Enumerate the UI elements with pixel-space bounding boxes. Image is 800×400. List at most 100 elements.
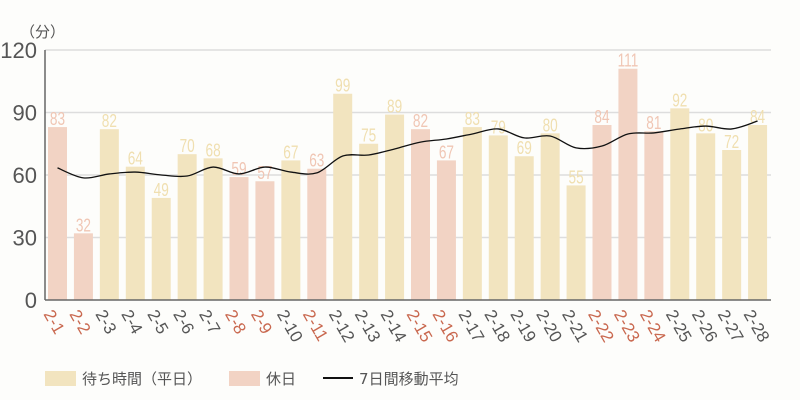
bar-value-label: 99 bbox=[335, 76, 350, 97]
bar bbox=[385, 114, 405, 300]
x-tick-label: 2-19 bbox=[506, 307, 539, 346]
bar-value-label: 92 bbox=[672, 90, 687, 111]
bar-value-label: 83 bbox=[50, 109, 65, 130]
bar-value-label: 67 bbox=[439, 142, 454, 163]
bar bbox=[333, 93, 353, 300]
legend-item-moving-average: 7日間移動平均 bbox=[323, 368, 459, 389]
x-tick-label: 2-21 bbox=[558, 307, 591, 346]
bar bbox=[281, 160, 301, 300]
bar-value-label: 81 bbox=[646, 113, 661, 134]
bar-value-label: 70 bbox=[180, 136, 195, 157]
bar-value-label: 79 bbox=[491, 117, 506, 138]
x-tick-label: 2-3 bbox=[92, 307, 121, 338]
x-tick-label: 2-5 bbox=[143, 307, 172, 338]
bar bbox=[99, 129, 119, 300]
bar-value-label: 72 bbox=[724, 132, 739, 153]
x-tick-label: 2-7 bbox=[195, 307, 224, 338]
x-tick-label: 2-8 bbox=[221, 307, 250, 338]
bar bbox=[229, 177, 249, 300]
moving-average-line bbox=[57, 120, 758, 179]
x-tick-label: 2-10 bbox=[273, 307, 306, 346]
bar-value-label: 80 bbox=[543, 115, 558, 136]
x-tick-label: 2-15 bbox=[403, 307, 436, 346]
bar-value-label: 111 bbox=[618, 51, 639, 72]
bar-value-label: 67 bbox=[283, 142, 298, 163]
bar-value-labels: 83 32 82 64 49 70 68 59 57 67 63 99 75 89 82 67 83 79 69 80… bbox=[50, 51, 765, 236]
legend-label-holiday: 休日 bbox=[266, 369, 297, 388]
bar bbox=[177, 154, 197, 300]
bar bbox=[670, 108, 690, 300]
bar-value-label: 49 bbox=[154, 180, 169, 201]
bar bbox=[411, 129, 430, 300]
bar bbox=[462, 127, 482, 300]
y-tick-label: 30 bbox=[13, 226, 37, 251]
bar bbox=[592, 125, 612, 300]
y-tick-label: 0 bbox=[25, 288, 37, 313]
x-tick-label: 2-28 bbox=[740, 307, 773, 346]
bar-value-label: 84 bbox=[750, 107, 765, 128]
bar-value-label: 84 bbox=[594, 107, 609, 128]
bar bbox=[644, 131, 664, 300]
bar-value-label: 32 bbox=[76, 215, 91, 236]
bar bbox=[514, 156, 534, 300]
bar-value-label: 68 bbox=[206, 140, 221, 161]
legend-item-holiday: 休日 bbox=[229, 368, 296, 389]
x-tick-label: 2-16 bbox=[429, 307, 462, 346]
bar-value-label: 63 bbox=[309, 151, 324, 172]
axes bbox=[44, 50, 771, 301]
weekday-swatch bbox=[45, 370, 76, 386]
bar-value-label: 75 bbox=[361, 126, 376, 147]
bar bbox=[73, 233, 93, 300]
x-tick-label: 2-9 bbox=[247, 307, 276, 338]
bar-value-label: 59 bbox=[231, 159, 246, 180]
bar bbox=[540, 133, 560, 300]
holiday-swatch bbox=[229, 370, 261, 386]
bar bbox=[566, 185, 586, 300]
x-tick-label: 2-27 bbox=[714, 307, 747, 346]
bar-value-label: 82 bbox=[413, 111, 428, 132]
x-tick-label: 2-17 bbox=[455, 307, 488, 346]
bar bbox=[696, 133, 716, 300]
bar bbox=[488, 135, 508, 300]
bar-value-label: 55 bbox=[569, 167, 584, 188]
bar bbox=[48, 127, 67, 300]
bar-value-label: 64 bbox=[128, 149, 143, 170]
bar bbox=[722, 150, 742, 300]
x-tick-label: 2-18 bbox=[480, 307, 513, 346]
moving-average-swatch bbox=[323, 377, 354, 379]
y-axis-ticks: 0 30 60 90 120 bbox=[0, 38, 37, 313]
x-axis-ticks: 2-12-22-32-42-52-62-72-82-92-102-112-122… bbox=[40, 307, 774, 346]
bar-value-label: 83 bbox=[465, 109, 480, 130]
x-tick-label: 2-1 bbox=[40, 307, 69, 338]
legend: 待ち時間（平日） 休日 7日間移動平均 bbox=[45, 367, 486, 389]
x-tick-label: 2-11 bbox=[299, 307, 332, 345]
bar bbox=[151, 197, 171, 300]
bar bbox=[618, 68, 638, 300]
x-tick-label: 2-20 bbox=[532, 307, 565, 346]
x-tick-label: 2-25 bbox=[662, 307, 695, 346]
bar bbox=[255, 181, 275, 300]
x-tick-label: 2-26 bbox=[688, 307, 721, 346]
x-tick-label: 2-2 bbox=[66, 307, 95, 338]
x-tick-label: 2-6 bbox=[169, 307, 198, 338]
x-tick-label: 2-12 bbox=[325, 307, 358, 346]
x-tick-label: 2-23 bbox=[610, 307, 643, 346]
x-tick-label: 2-24 bbox=[636, 307, 669, 346]
bar bbox=[125, 166, 145, 300]
bar-value-label: 69 bbox=[517, 138, 532, 159]
y-tick-label: 120 bbox=[0, 38, 37, 63]
legend-label-moving-average: 7日間移動平均 bbox=[359, 369, 459, 388]
x-tick-label: 2-22 bbox=[584, 307, 617, 346]
legend-item-weekday: 待ち時間（平日） bbox=[45, 368, 202, 389]
x-tick-label: 2-13 bbox=[351, 307, 384, 346]
bar-value-label: 57 bbox=[257, 163, 272, 184]
y-tick-label: 60 bbox=[13, 163, 37, 188]
bar bbox=[307, 168, 327, 300]
bar bbox=[748, 125, 768, 300]
bar bbox=[203, 158, 223, 300]
x-tick-label: 2-4 bbox=[117, 307, 146, 338]
bar bbox=[436, 160, 456, 300]
bar-value-label: 82 bbox=[102, 111, 117, 132]
legend-label-weekday: 待ち時間（平日） bbox=[82, 369, 203, 388]
